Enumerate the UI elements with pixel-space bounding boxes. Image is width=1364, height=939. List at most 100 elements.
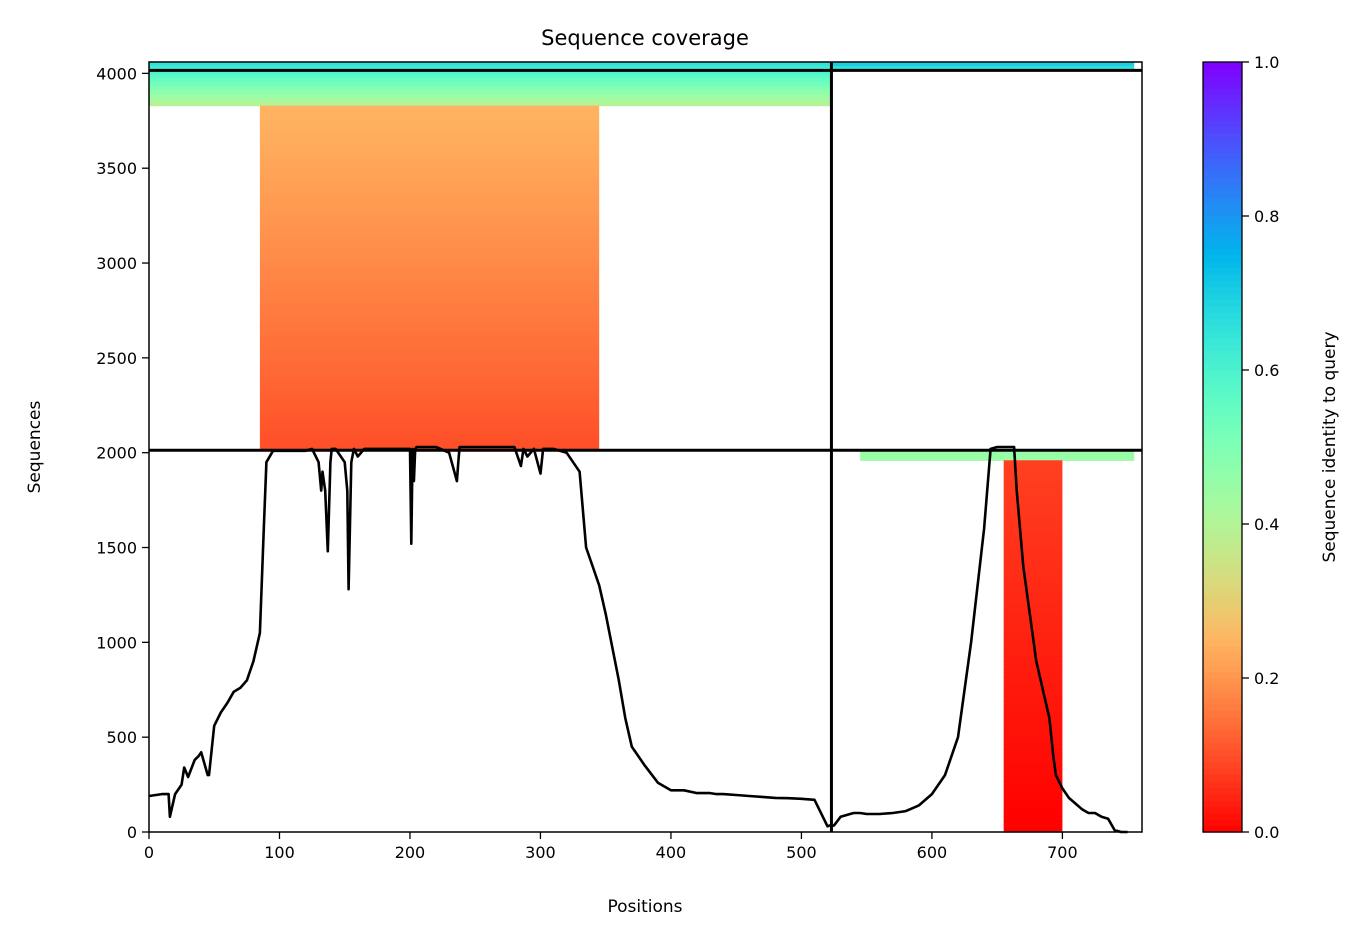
colorbar-segment: [1203, 254, 1242, 262]
msa-row: [259, 402, 600, 407]
msa-row: [259, 253, 600, 259]
colorbar-segment: [1203, 620, 1242, 628]
colorbar-segment: [1203, 453, 1242, 461]
msa-row: [860, 453, 1135, 458]
colorbar-frame: [1202, 61, 1243, 833]
msa-row: [1003, 788, 1063, 793]
msa-row: [259, 354, 600, 359]
msa-row: [1003, 676, 1063, 681]
msa-row: [1003, 596, 1063, 601]
colorbar-segment: [1203, 543, 1242, 551]
colorbar-segment: [1203, 94, 1242, 102]
msa-row: [1003, 760, 1063, 765]
msa-row: [259, 426, 600, 431]
colorbar-segment: [1203, 517, 1242, 525]
colorbar-segment: [1203, 581, 1242, 589]
msa-row: [259, 289, 600, 295]
msa-row: [1003, 824, 1063, 829]
colorbar-segment: [1203, 427, 1242, 435]
msa-row: [259, 390, 600, 395]
msa-row: [1003, 484, 1063, 489]
msa-row: [149, 81, 832, 87]
msa-row: [259, 197, 600, 203]
colorbar-segment: [1203, 299, 1242, 307]
msa-row: [1003, 604, 1063, 609]
msa-row: [1003, 776, 1063, 781]
msa-row: [259, 321, 600, 327]
colorbar-segment: [1203, 260, 1242, 269]
colorbar-segment: [1203, 203, 1242, 211]
colorbar-segment: [1203, 158, 1242, 166]
msa-row: [149, 65, 832, 71]
colorbar-segment: [1203, 722, 1242, 731]
msa-row: [259, 358, 600, 363]
msa-row: [259, 442, 600, 447]
msa-row: [259, 157, 600, 163]
msa-row: [1003, 468, 1063, 473]
msa-row: [259, 137, 600, 143]
colorbar-segment: [1203, 235, 1242, 243]
msa-row: [259, 193, 600, 199]
colorbar-segment: [1203, 376, 1242, 384]
msa-row: [1003, 764, 1063, 769]
colorbar-segment: [1203, 414, 1242, 423]
msa-row: [1003, 752, 1063, 757]
colorbar-segment: [1203, 639, 1242, 647]
plot-frame: [148, 61, 1143, 833]
colorbar-segment: [1203, 607, 1242, 615]
colorbar-segment: [1203, 119, 1242, 127]
msa-block: [149, 62, 832, 107]
msa-row: [259, 201, 600, 207]
y-axis-label: Sequences: [25, 401, 45, 494]
msa-row: [259, 181, 600, 187]
msa-row: [259, 297, 600, 303]
msa-row: [1003, 584, 1063, 589]
msa-row: [259, 229, 600, 235]
colorbar-segment: [1203, 113, 1242, 121]
colorbar-segment: [1203, 626, 1242, 634]
colorbar-segment: [1203, 684, 1242, 692]
msa-row: [149, 73, 832, 79]
msa-row: [1003, 580, 1063, 585]
colorbar-segment: [1203, 171, 1242, 179]
x-tick-label: 600: [917, 843, 948, 862]
msa-row: [149, 69, 832, 75]
msa-row: [259, 125, 600, 131]
colorbar-segment: [1203, 812, 1242, 820]
colorbar-tick-label: 0.8: [1254, 207, 1279, 226]
msa-row: [1003, 660, 1063, 665]
colorbar-segment: [1203, 652, 1242, 660]
msa-row: [149, 93, 832, 99]
colorbar-segment: [1203, 106, 1242, 115]
colorbar-segment: [1203, 132, 1242, 140]
msa-row: [259, 141, 600, 147]
msa-row: [1003, 800, 1063, 805]
colorbar-segment: [1203, 177, 1242, 185]
colorbar-segment: [1203, 402, 1242, 410]
msa-row: [1003, 796, 1063, 801]
msa-row: [259, 217, 600, 223]
msa-row: [1003, 480, 1063, 485]
msa-row: [259, 430, 600, 435]
msa-row: [259, 330, 600, 335]
msa-row: [259, 346, 600, 351]
msa-row: [259, 338, 600, 343]
msa-row: [259, 269, 600, 275]
msa-row: [259, 149, 600, 155]
msa-row: [1003, 624, 1063, 629]
msa-row: [259, 398, 600, 403]
msa-row: [1003, 688, 1063, 693]
colorbar-segment: [1203, 190, 1242, 198]
msa-row: [1003, 576, 1063, 581]
msa-row: [1003, 520, 1063, 525]
y-tick-label: 500: [106, 728, 137, 747]
msa-row: [259, 161, 600, 167]
msa-row: [259, 205, 600, 211]
plot-area: 0 100 200 300 400 500 600 700 0 500 1000 1500 2000 25…: [96, 61, 1143, 862]
colorbar: 0.0 0.2 0.4 0.6 0.8 1.0: [1202, 53, 1279, 842]
msa-row: [1003, 780, 1063, 785]
msa-row: [259, 370, 600, 375]
msa-row: [1003, 544, 1063, 549]
colorbar-segment: [1203, 145, 1242, 153]
msa-row: [1003, 572, 1063, 577]
